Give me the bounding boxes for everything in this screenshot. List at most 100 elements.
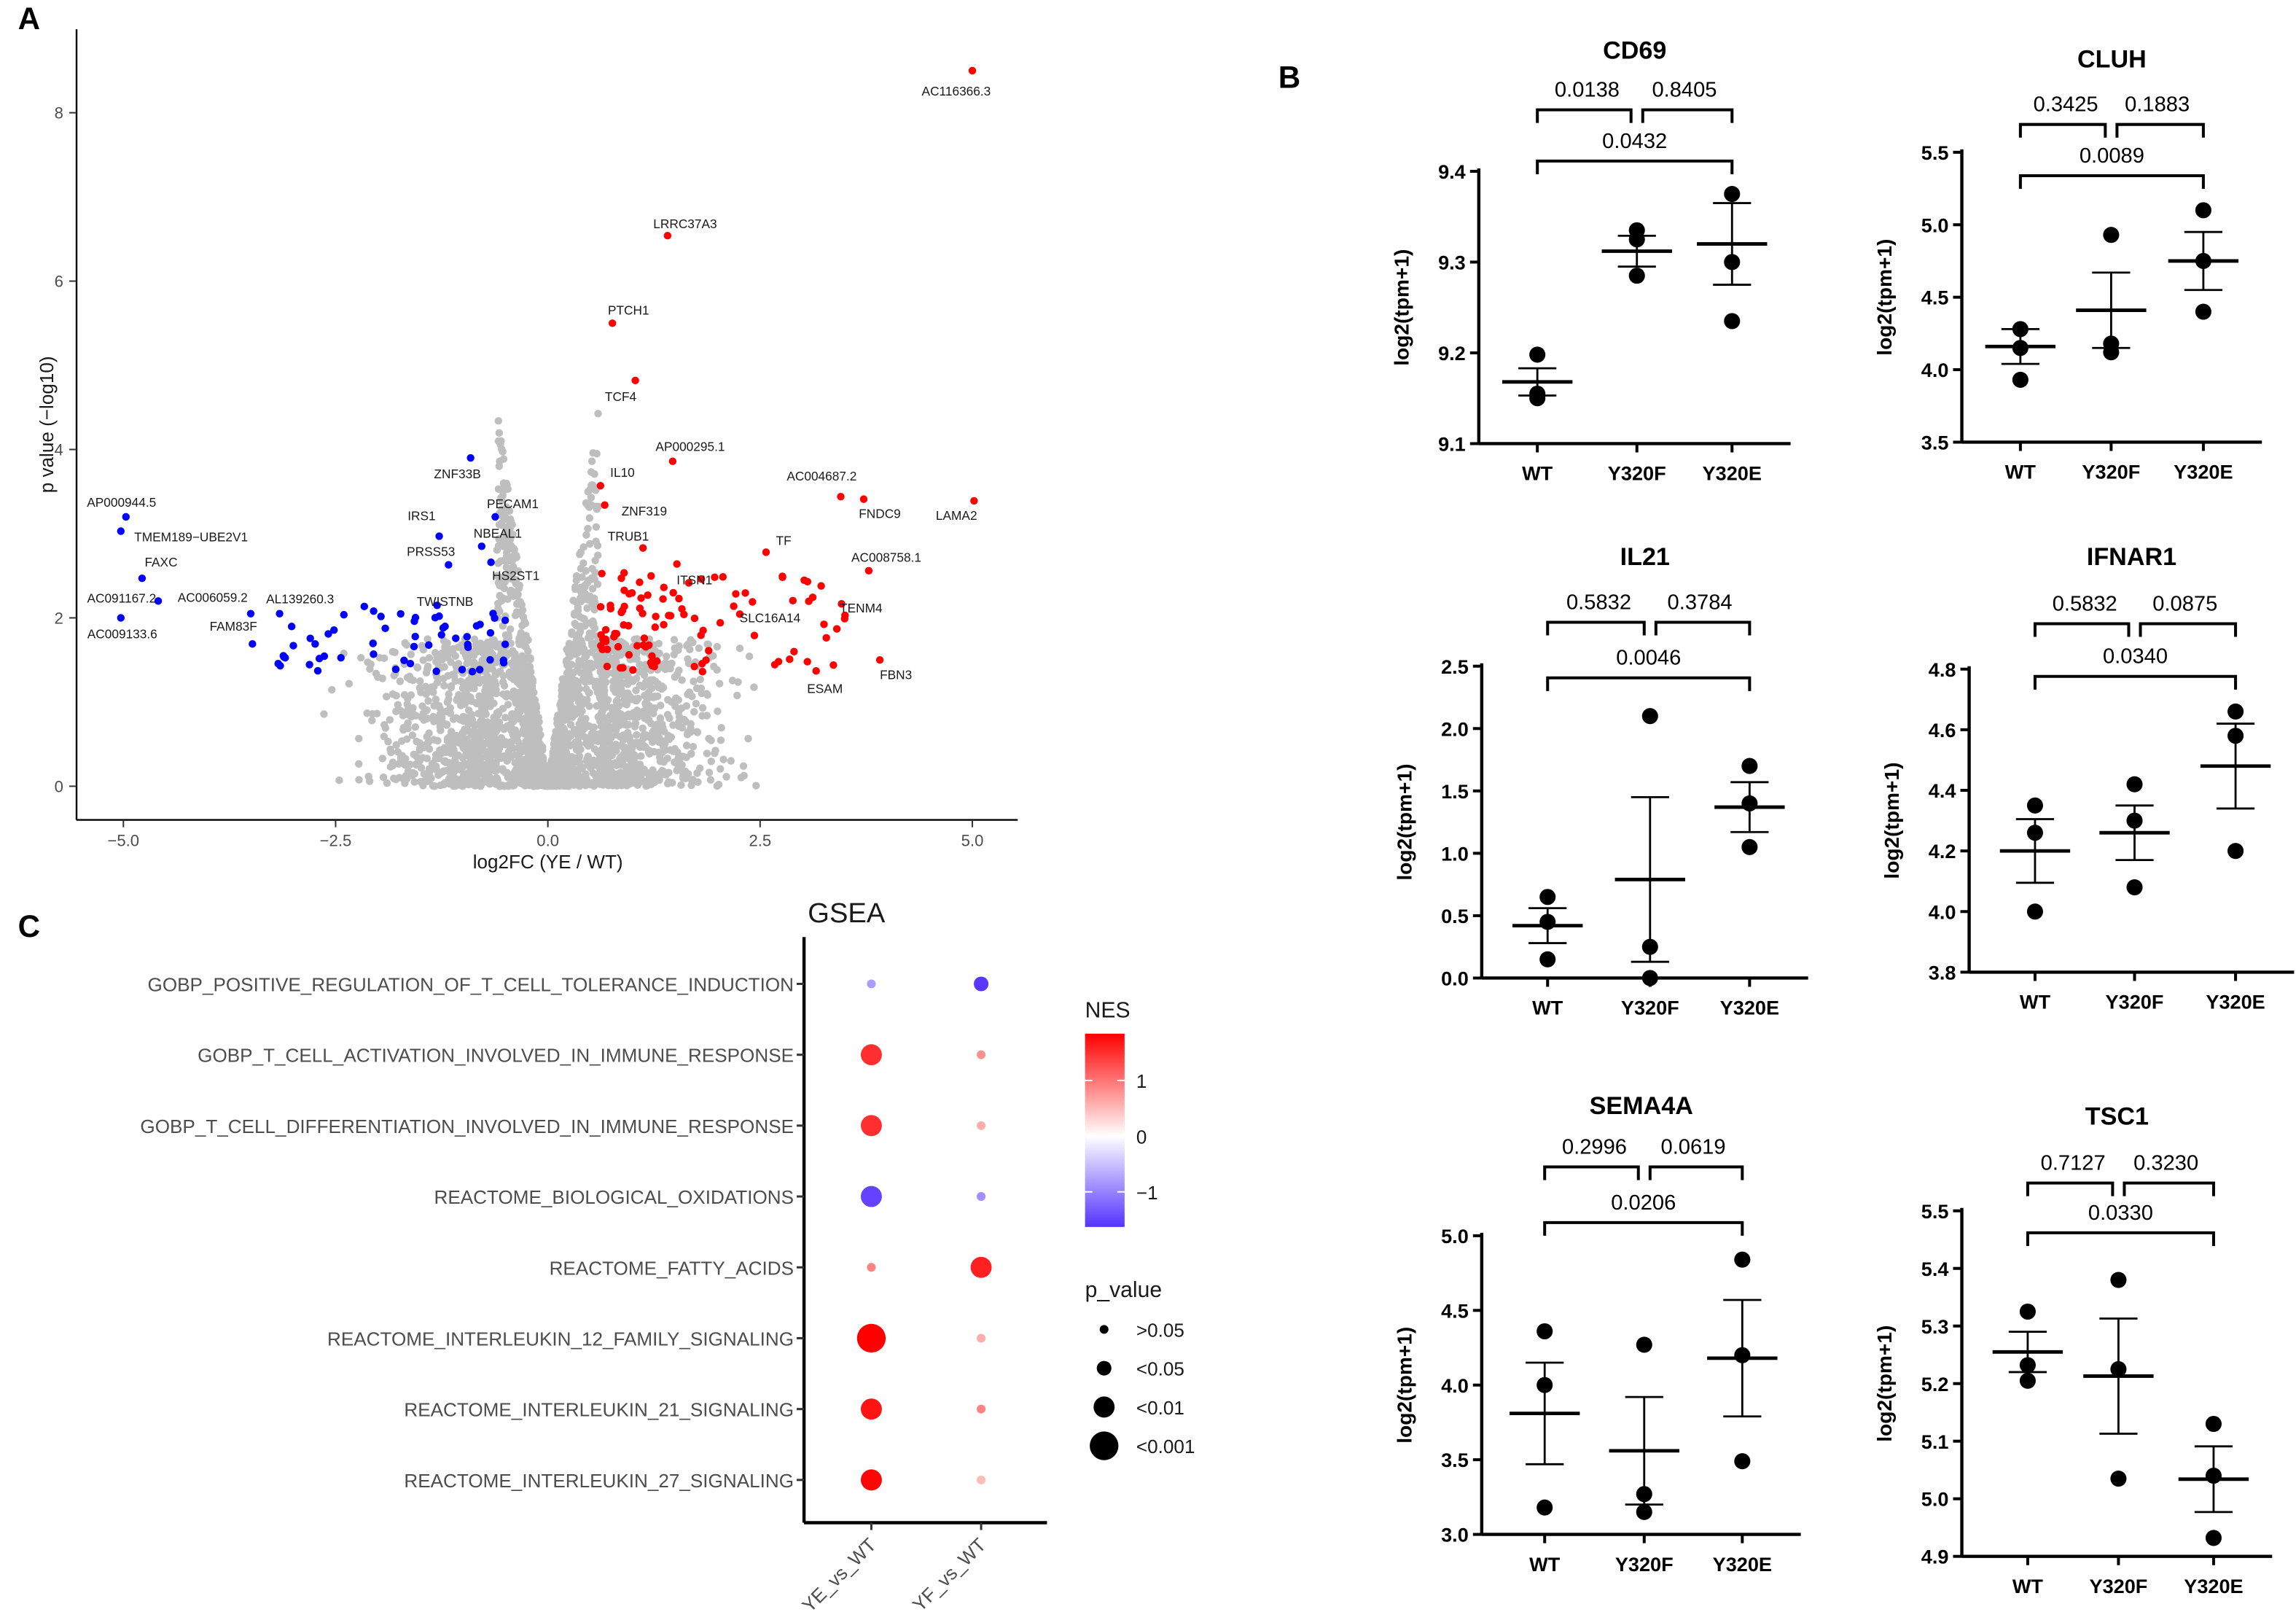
down-point [287,623,296,631]
x-tick-label: 2.5 [749,832,771,850]
up-point [601,626,610,634]
ns-point [576,765,585,774]
ns-point [516,598,524,606]
p-value-label: 0.5832 [1566,591,1631,614]
ns-point [396,677,405,685]
ns-point [466,715,474,723]
ns-point [722,773,730,781]
ns-point [671,702,679,711]
size-legend-dot [1093,1396,1115,1418]
up-point [750,631,759,639]
ns-point [623,728,632,737]
ns-point [578,707,586,715]
ns-point [646,769,655,777]
group-label: WT [1522,462,1553,485]
ns-point [567,712,575,720]
ns-point [493,774,501,782]
panel-label-a: A [18,1,40,36]
ns-point [714,707,722,715]
ns-point [678,676,686,685]
ns-point [609,669,617,677]
ns-point [613,683,622,692]
x-tick-label: 0.0 [536,832,559,850]
ns-point [480,695,488,704]
size-legend-dot [1090,1431,1119,1460]
sample-point [1641,970,1658,986]
gene-label: IL10 [610,465,635,480]
ns-point [443,698,452,706]
ns-point [612,747,620,755]
ns-point [459,679,467,687]
ns-point [460,728,468,736]
size-legend-label: >0.05 [1136,1319,1184,1341]
ns-point [703,749,711,758]
ns-point [420,770,428,778]
ns-point [521,636,529,645]
ns-point [426,766,434,775]
ns-point [587,676,596,685]
gene-label: AC116366.3 [922,84,991,98]
sample-point [2110,1360,2127,1378]
up-point [597,642,605,650]
ns-point [492,680,500,689]
ns-point [535,725,543,733]
y-tick-label: 5.0 [1441,1225,1469,1247]
ns-point [519,613,528,621]
sample-point [2026,825,2043,841]
down-point [289,642,297,650]
ns-point [633,763,641,771]
ns-point [381,724,390,732]
ns-point [531,763,539,771]
ns-point [509,781,518,790]
ns-point [713,642,722,651]
down-point [377,612,385,620]
up-point [786,655,794,663]
gene-point-slc16a14 [749,598,757,606]
ns-point [655,683,663,692]
ns-point [707,736,715,744]
ns-point [426,775,434,783]
sample-point [2019,1303,2036,1320]
gene-label: PTCH1 [608,303,649,317]
up-point [617,574,625,583]
ns-point [463,746,472,754]
ns-point [563,669,571,677]
ns-point [494,417,503,425]
ns-point [579,725,587,734]
size-legend-dot [1099,1325,1109,1334]
ns-point [571,650,580,658]
ns-point [500,725,508,733]
ns-point [636,778,644,787]
ns-point [656,714,665,723]
ns-point [507,575,515,583]
ns-point [644,688,653,697]
ns-point [491,670,499,678]
gene-label: FAM83F [210,619,257,634]
ns-point [568,704,577,712]
ns-point [494,542,503,550]
ns-point [684,770,692,778]
ns-point [498,521,507,529]
ns-point [495,462,504,470]
ns-point [670,636,679,644]
y-tick-label: 4.0 [1441,1374,1469,1397]
sample-point [1536,1377,1553,1393]
panel-label-c: C [18,909,40,943]
x-tick-label: 5.0 [961,832,984,850]
sample-point [1641,708,1658,725]
ns-point [687,781,695,790]
ns-point [587,494,596,502]
ns-point [649,709,657,717]
sample-point [2195,252,2211,270]
gsea-dot [977,1475,986,1484]
ns-point [706,776,715,784]
ns-point [495,429,504,437]
ns-point [727,757,735,765]
gene-label: AL139260.3 [266,592,334,607]
ns-point [585,514,594,522]
ns-point [617,779,625,787]
y-tick-label: 0 [55,777,63,795]
y-tick-label: 4 [55,441,63,459]
ns-point [512,736,521,744]
up-point [698,668,707,676]
